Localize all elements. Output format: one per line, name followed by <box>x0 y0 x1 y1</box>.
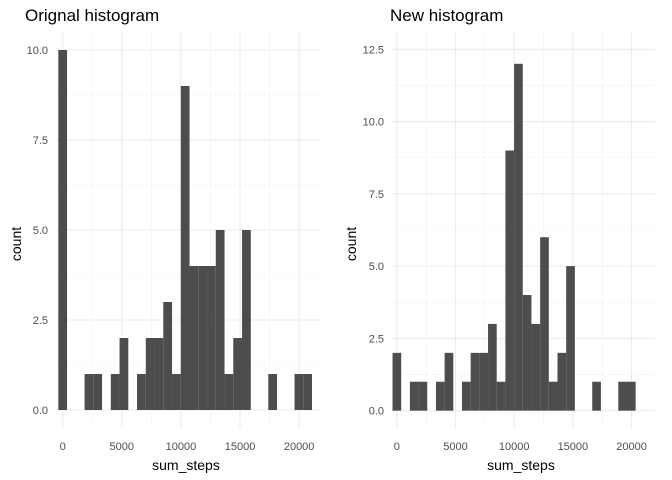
histogram-bar <box>145 338 155 410</box>
histogram-bar <box>626 381 636 411</box>
histogram-bar <box>592 381 601 411</box>
histogram-bar <box>294 374 304 410</box>
y-tick-labels: 0.0 2.5 5.0 7.5 10.0 12.5 <box>363 44 384 417</box>
histogram-bar <box>488 323 497 411</box>
x-tick-label: 5000 <box>110 441 134 453</box>
histogram-bar <box>548 381 558 411</box>
y-axis-label: count <box>343 227 359 261</box>
histogram-bar <box>444 352 454 411</box>
histogram-bar <box>268 374 278 410</box>
x-tick-label: 10000 <box>499 441 530 453</box>
histogram-bar <box>180 86 190 410</box>
x-tick-labels: 0 5000 10000 15000 20000 <box>394 441 647 453</box>
histogram-bar <box>93 374 103 410</box>
histogram-bar <box>514 63 523 411</box>
x-tick-label: 5000 <box>443 441 467 453</box>
histogram-bar <box>540 237 549 411</box>
histogram-bar <box>496 381 506 411</box>
x-tick-labels: 0 5000 10000 15000 20000 <box>60 441 315 453</box>
x-tick-label: 20000 <box>284 441 315 453</box>
y-tick-label: 0.0 <box>33 405 48 417</box>
y-tick-label: 10.0 <box>363 117 384 129</box>
histogram-bar <box>189 266 199 410</box>
histogram-bar <box>392 352 402 411</box>
x-tick-label: 0 <box>394 441 400 453</box>
histogram-bar <box>531 323 541 411</box>
y-tick-label: 2.5 <box>369 333 384 345</box>
y-tick-label: 5.0 <box>33 225 48 237</box>
histogram-bar <box>215 230 225 410</box>
histogram-bar <box>233 338 243 410</box>
histogram-bar <box>207 266 216 410</box>
histogram-bar <box>470 352 480 411</box>
y-tick-label: 7.5 <box>369 189 384 201</box>
histogram-bar <box>242 230 251 410</box>
y-tick-label: 12.5 <box>363 44 384 56</box>
histogram-bar <box>409 381 419 411</box>
histogram-bar <box>84 374 94 410</box>
histogram-bar <box>557 352 567 411</box>
x-axis-label: sum_steps <box>152 457 220 473</box>
histogram-bar <box>618 381 627 411</box>
histogram-bar <box>505 150 515 411</box>
original-histogram-panel: Orignal histogram 0.0 2.5 5.0 7.5 10.0 0 5000… <box>8 6 321 473</box>
bars <box>58 50 313 410</box>
histogram-bar <box>58 50 68 410</box>
x-tick-label: 15000 <box>558 441 589 453</box>
histogram-bar <box>435 381 445 411</box>
x-tick-label: 0 <box>60 441 66 453</box>
histogram-bar <box>418 381 428 411</box>
histogram-bar <box>119 338 129 410</box>
bars <box>392 63 636 411</box>
histogram-bar <box>172 374 181 410</box>
histogram-bar <box>137 374 146 410</box>
y-tick-label: 5.0 <box>369 261 384 273</box>
x-tick-label: 15000 <box>225 441 256 453</box>
y-tick-label: 0.0 <box>369 406 384 418</box>
y-tick-labels: 0.0 2.5 5.0 7.5 10.0 <box>27 45 48 417</box>
histogram-bar <box>522 295 532 411</box>
histogram-bar <box>479 352 489 411</box>
x-axis-label: sum_steps <box>487 457 555 473</box>
y-axis-label: count <box>8 227 24 261</box>
x-tick-label: 20000 <box>616 441 647 453</box>
x-tick-label: 10000 <box>166 441 197 453</box>
histogram-bar <box>224 374 234 410</box>
histogram-bar <box>163 302 173 410</box>
histogram-bar <box>461 381 471 411</box>
histogram-bar <box>566 266 575 411</box>
y-tick-label: 10.0 <box>27 45 48 57</box>
histogram-bar <box>154 338 164 410</box>
histogram-bar <box>198 266 208 410</box>
plot-title: Orignal histogram <box>25 6 159 25</box>
histogram-bar <box>110 374 120 410</box>
new-histogram-panel: New histogram 0.0 2.5 5.0 7.5 10.0 12.5 0 5000… <box>343 6 655 473</box>
plot-title: New histogram <box>390 6 503 25</box>
histogram-bar <box>303 374 313 410</box>
y-tick-label: 7.5 <box>33 135 48 147</box>
y-tick-label: 2.5 <box>33 315 48 327</box>
